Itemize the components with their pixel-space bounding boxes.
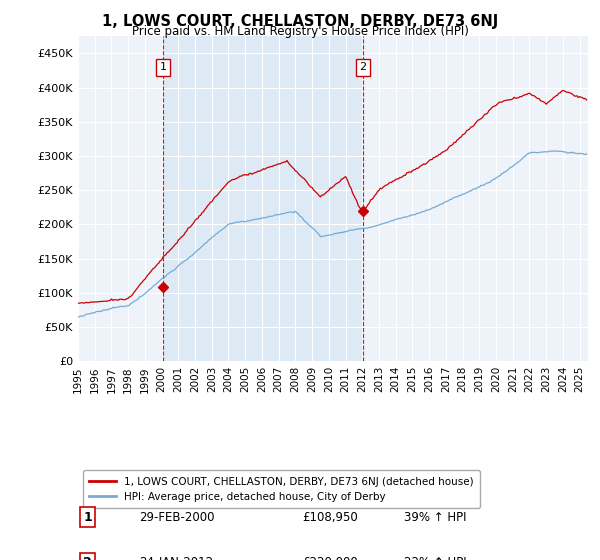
Bar (163, 36, 363, 361)
Text: £108,950: £108,950 (302, 511, 358, 524)
Text: £220,000: £220,000 (302, 556, 358, 560)
Text: 2: 2 (83, 556, 92, 560)
Legend: 1, LOWS COURT, CHELLASTON, DERBY, DE73 6NJ (detached house), HPI: Average price,: 1, LOWS COURT, CHELLASTON, DERBY, DE73 6… (83, 470, 480, 508)
Text: 1: 1 (83, 511, 92, 524)
Text: 1, LOWS COURT, CHELLASTON, DERBY, DE73 6NJ: 1, LOWS COURT, CHELLASTON, DERBY, DE73 6… (102, 14, 498, 29)
Text: 22% ↑ HPI: 22% ↑ HPI (404, 556, 467, 560)
Text: 1: 1 (160, 62, 166, 72)
Text: 29-FEB-2000: 29-FEB-2000 (139, 511, 215, 524)
Text: Price paid vs. HM Land Registry's House Price Index (HPI): Price paid vs. HM Land Registry's House … (131, 25, 469, 38)
Text: 24-JAN-2012: 24-JAN-2012 (139, 556, 214, 560)
Text: 2: 2 (359, 62, 367, 72)
Text: 39% ↑ HPI: 39% ↑ HPI (404, 511, 467, 524)
